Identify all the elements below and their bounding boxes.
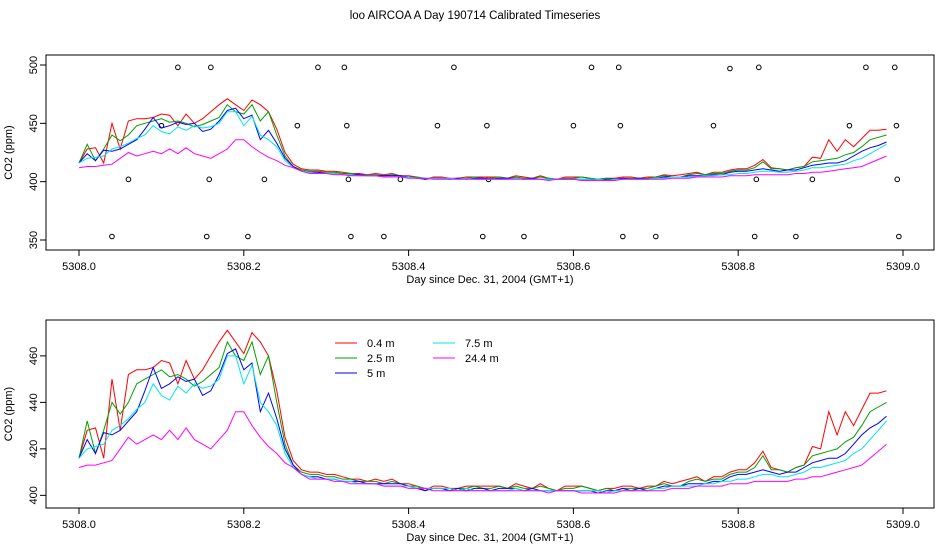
series-line-green <box>78 103 887 180</box>
outlier-point <box>451 64 457 71</box>
outlier-point <box>348 233 354 240</box>
y-axis-label: CO2 (ppm) <box>3 125 15 179</box>
outlier-point <box>570 122 577 129</box>
x-tick-label: 5308.0 <box>62 519 96 531</box>
outlier-point <box>615 64 622 71</box>
outlier-point <box>751 233 758 240</box>
outlier-point <box>344 122 350 129</box>
outlier-point <box>894 176 901 183</box>
outlier-point <box>653 233 659 240</box>
outlier-point <box>294 122 301 129</box>
series-line-24-4-m <box>78 411 887 494</box>
series-line-blue <box>78 107 887 182</box>
x-axis-label: Day since Dec. 31, 2004 (GMT+1) <box>406 274 573 286</box>
y-tick-label: 500 <box>28 56 40 74</box>
page-title: loo AIRCOA A Day 190714 Calibrated Times… <box>350 10 601 22</box>
outlier-point <box>588 64 595 71</box>
x-tick-label: 5308.6 <box>557 261 591 273</box>
outlier-point <box>245 233 251 240</box>
series-line-cyan <box>78 111 887 182</box>
outlier-point <box>345 176 352 183</box>
outlier-point <box>261 176 268 183</box>
series-line-magenta <box>78 139 887 182</box>
x-tick-label: 5308.8 <box>721 261 755 273</box>
x-tick-label: 5308.4 <box>392 261 426 273</box>
x-tick-label: 5308.2 <box>227 261 261 273</box>
outlier-point <box>893 122 900 129</box>
legend-label: 24.4 m <box>465 353 499 365</box>
x-axis-label: Day since Dec. 31, 2004 (GMT+1) <box>406 532 573 544</box>
outlier-point <box>710 122 717 129</box>
outlier-point <box>521 233 527 240</box>
outlier-point <box>863 64 869 71</box>
outlier-point <box>434 122 441 129</box>
x-tick-label: 5308.4 <box>392 519 426 531</box>
x-tick-label: 5308.8 <box>721 519 755 531</box>
legend-label: 5 m <box>367 368 385 380</box>
plot-frame <box>45 319 935 509</box>
outlier-point <box>809 176 816 183</box>
x-tick-label: 5308.6 <box>557 519 591 531</box>
outlier-point <box>175 64 181 71</box>
x-tick-label: 5309.0 <box>886 519 920 531</box>
outlier-point <box>896 233 902 240</box>
y-tick-label: 350 <box>28 231 40 249</box>
y-tick-label: 420 <box>28 440 40 458</box>
x-tick-label: 5308.0 <box>62 261 96 273</box>
outlier-point <box>846 122 853 129</box>
series-line-0-4-m <box>78 329 887 492</box>
series-line-7-5-m <box>78 355 887 494</box>
y-tick-label: 400 <box>28 486 40 504</box>
outlier-point <box>208 64 214 71</box>
y-tick-label: 450 <box>28 114 40 132</box>
x-tick-label: 5308.2 <box>227 519 261 531</box>
outlier-point <box>315 64 321 71</box>
y-tick-label: 400 <box>28 172 40 190</box>
outlier-point <box>620 233 626 240</box>
y-axis-label: CO2 (ppm) <box>3 387 15 441</box>
outlier-point <box>381 233 387 240</box>
legend-label: 0.4 m <box>367 338 395 350</box>
outlier-point <box>125 176 132 183</box>
outlier-point <box>756 64 762 71</box>
outlier-point <box>753 176 760 183</box>
outlier-point <box>206 176 212 183</box>
outlier-point <box>617 122 624 129</box>
series-line-5-m <box>78 348 887 494</box>
upper-panel: 5308.0 5308.2 5308.4 5308.6 5308.8 5309.0 350 4… <box>3 54 935 286</box>
plot-frame <box>45 54 935 251</box>
x-tick-label: 5309.0 <box>886 261 920 273</box>
outlier-point <box>203 233 210 240</box>
outlier-point <box>479 233 486 240</box>
y-tick-label: 460 <box>28 347 40 365</box>
lower-panel: 5308.0 5308.2 5308.4 5308.6 5308.8 5309.0 400 4… <box>3 319 935 544</box>
outlier-point <box>727 65 733 72</box>
outlier-point <box>484 122 490 129</box>
outlier-point <box>109 233 115 240</box>
legend-label: 2.5 m <box>367 353 395 365</box>
outlier-point <box>891 64 898 71</box>
y-tick-label: 440 <box>28 393 40 411</box>
outlier-point <box>341 64 348 71</box>
series-line-red <box>78 98 887 180</box>
outlier-point <box>793 233 799 240</box>
legend-label: 7.5 m <box>465 338 493 350</box>
